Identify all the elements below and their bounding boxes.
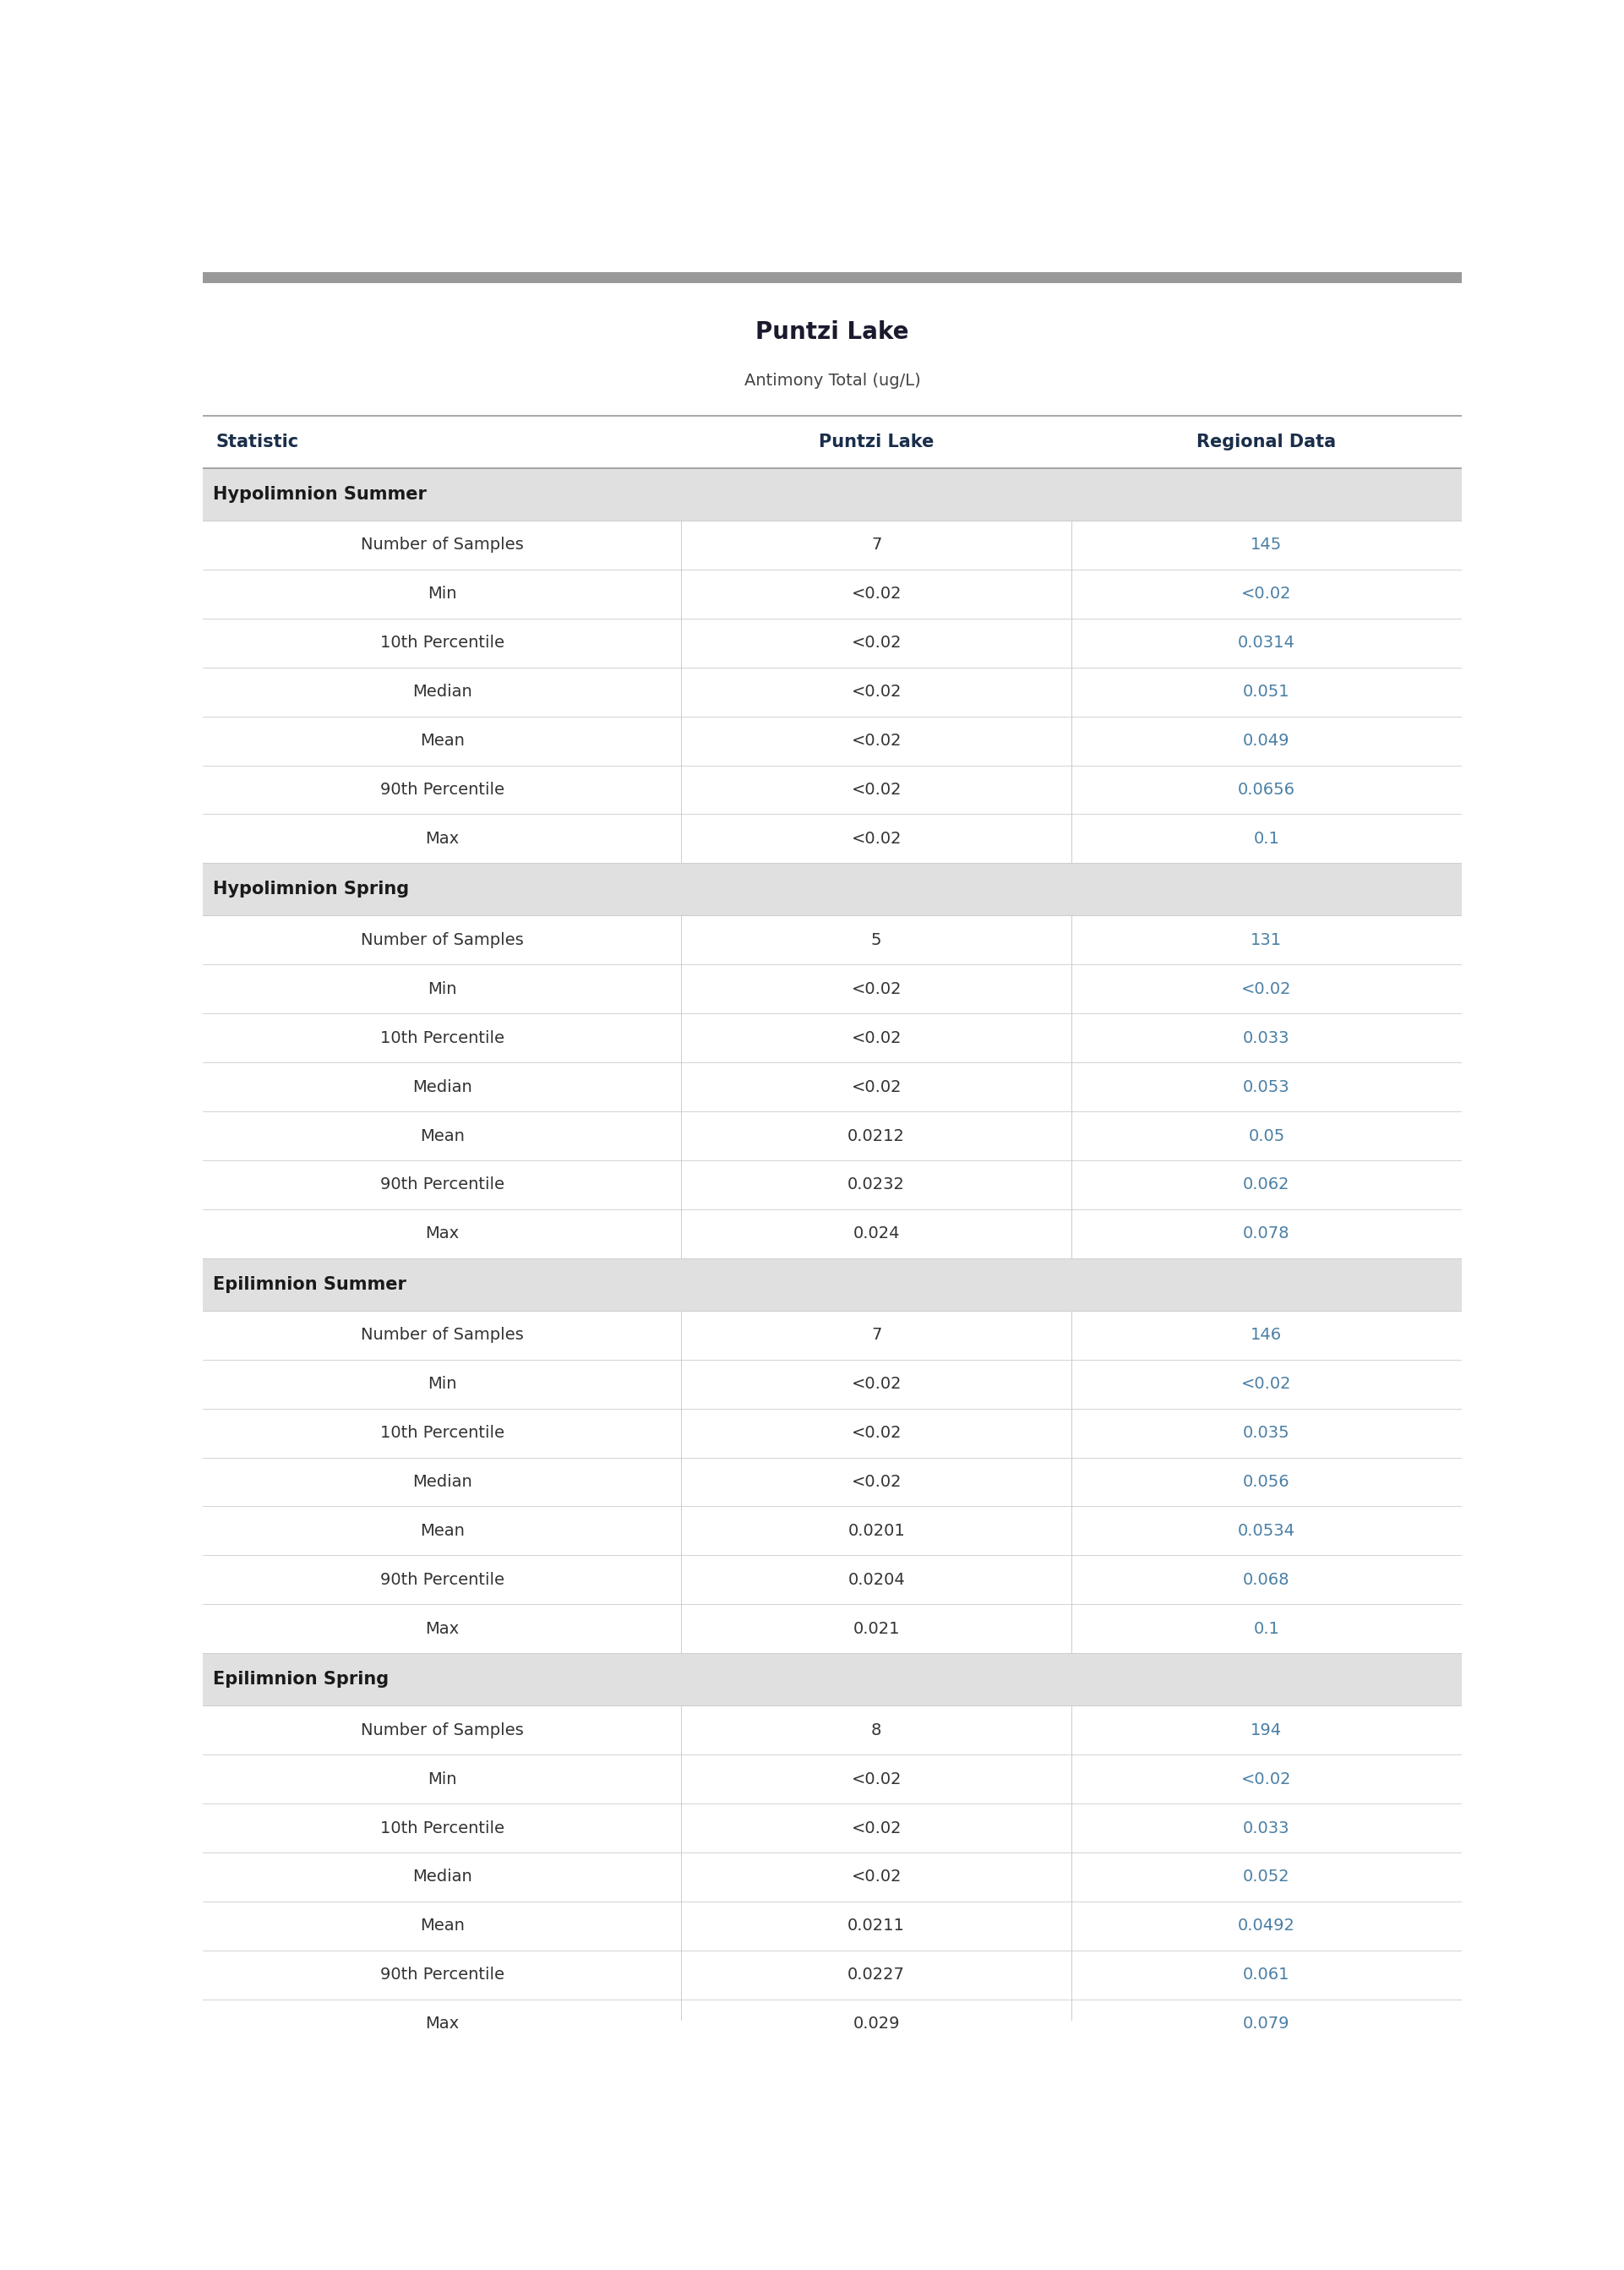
- Text: <0.02: <0.02: [851, 586, 901, 602]
- Bar: [203, 1653, 1462, 1705]
- Text: 0.0201: 0.0201: [848, 1523, 905, 1539]
- Text: Mean: Mean: [419, 1523, 464, 1539]
- Text: 0.05: 0.05: [1249, 1128, 1285, 1144]
- Text: 0.078: 0.078: [1242, 1226, 1289, 1242]
- Text: Min: Min: [427, 1771, 456, 1786]
- Text: 0.0534: 0.0534: [1237, 1523, 1296, 1539]
- Text: <0.02: <0.02: [1241, 981, 1291, 997]
- Text: Max: Max: [425, 1226, 460, 1242]
- Text: 10th Percentile: 10th Percentile: [380, 1426, 503, 1441]
- Text: 0.051: 0.051: [1242, 683, 1289, 699]
- Bar: [203, 1258, 1462, 1310]
- Text: Puntzi Lake: Puntzi Lake: [818, 434, 934, 449]
- Text: Median: Median: [412, 1868, 473, 1884]
- Text: <0.02: <0.02: [851, 1821, 901, 1836]
- Text: Number of Samples: Number of Samples: [361, 1723, 523, 1739]
- Text: 90th Percentile: 90th Percentile: [380, 781, 503, 797]
- Text: Max: Max: [425, 831, 460, 847]
- Text: 10th Percentile: 10th Percentile: [380, 1031, 503, 1046]
- Text: Regional Data: Regional Data: [1197, 434, 1337, 449]
- Text: 0.1: 0.1: [1254, 1621, 1280, 1637]
- Text: Hypolimnion Summer: Hypolimnion Summer: [213, 486, 427, 504]
- Text: Epilimnion Spring: Epilimnion Spring: [213, 1671, 388, 1689]
- Text: Min: Min: [427, 586, 456, 602]
- Text: Mean: Mean: [419, 1128, 464, 1144]
- Text: Statistic: Statistic: [216, 434, 299, 449]
- Text: 7: 7: [870, 538, 882, 554]
- Text: 0.068: 0.068: [1242, 1571, 1289, 1587]
- Text: 0.061: 0.061: [1242, 1966, 1289, 1984]
- Text: <0.02: <0.02: [851, 1376, 901, 1392]
- Text: 0.029: 0.029: [853, 2016, 900, 2032]
- Text: Epilimnion Summer: Epilimnion Summer: [213, 1276, 406, 1294]
- Text: Antimony Total (ug/L): Antimony Total (ug/L): [744, 372, 921, 388]
- Text: <0.02: <0.02: [851, 636, 901, 651]
- Text: 0.053: 0.053: [1242, 1078, 1289, 1094]
- Text: Number of Samples: Number of Samples: [361, 933, 523, 949]
- Bar: [203, 272, 1462, 284]
- Text: 5: 5: [870, 933, 882, 949]
- Text: Number of Samples: Number of Samples: [361, 1328, 523, 1344]
- Text: 0.0227: 0.0227: [848, 1966, 905, 1984]
- Text: <0.02: <0.02: [851, 733, 901, 749]
- Text: Mean: Mean: [419, 733, 464, 749]
- Text: Max: Max: [425, 1621, 460, 1637]
- Text: <0.02: <0.02: [1241, 1771, 1291, 1786]
- Text: Median: Median: [412, 683, 473, 699]
- Text: <0.02: <0.02: [1241, 586, 1291, 602]
- Text: 0.024: 0.024: [853, 1226, 900, 1242]
- Text: <0.02: <0.02: [851, 1771, 901, 1786]
- Text: <0.02: <0.02: [851, 1868, 901, 1884]
- Text: 0.033: 0.033: [1242, 1821, 1289, 1836]
- Text: <0.02: <0.02: [851, 683, 901, 699]
- Text: Puntzi Lake: Puntzi Lake: [755, 320, 909, 343]
- Text: 0.056: 0.056: [1242, 1473, 1289, 1489]
- Text: 0.0314: 0.0314: [1237, 636, 1296, 651]
- Text: 0.062: 0.062: [1242, 1176, 1289, 1192]
- Text: 90th Percentile: 90th Percentile: [380, 1176, 503, 1192]
- Bar: [203, 863, 1462, 915]
- Text: Number of Samples: Number of Samples: [361, 538, 523, 554]
- Text: Min: Min: [427, 1376, 456, 1392]
- Text: 10th Percentile: 10th Percentile: [380, 636, 503, 651]
- Text: 0.0232: 0.0232: [848, 1176, 905, 1192]
- Text: <0.02: <0.02: [851, 781, 901, 797]
- Text: Min: Min: [427, 981, 456, 997]
- Text: <0.02: <0.02: [851, 1078, 901, 1094]
- Text: <0.02: <0.02: [1241, 1376, 1291, 1392]
- Text: 0.0492: 0.0492: [1237, 1918, 1296, 1934]
- Text: 194: 194: [1250, 1723, 1283, 1739]
- Text: 145: 145: [1250, 538, 1283, 554]
- Text: Max: Max: [425, 2016, 460, 2032]
- Text: Hypolimnion Spring: Hypolimnion Spring: [213, 881, 409, 899]
- Text: 8: 8: [870, 1723, 882, 1739]
- Text: 0.079: 0.079: [1242, 2016, 1289, 2032]
- Text: 0.049: 0.049: [1242, 733, 1289, 749]
- Text: 0.0204: 0.0204: [848, 1571, 905, 1587]
- Bar: [203, 468, 1462, 520]
- Text: 0.033: 0.033: [1242, 1031, 1289, 1046]
- Text: 131: 131: [1250, 933, 1283, 949]
- Text: 146: 146: [1250, 1328, 1283, 1344]
- Text: 7: 7: [870, 1328, 882, 1344]
- Text: 0.035: 0.035: [1242, 1426, 1289, 1441]
- Text: <0.02: <0.02: [851, 1473, 901, 1489]
- Text: Mean: Mean: [419, 1918, 464, 1934]
- Text: Median: Median: [412, 1473, 473, 1489]
- Text: 90th Percentile: 90th Percentile: [380, 1966, 503, 1984]
- Text: 0.0211: 0.0211: [848, 1918, 905, 1934]
- Text: <0.02: <0.02: [851, 1426, 901, 1441]
- Text: 10th Percentile: 10th Percentile: [380, 1821, 503, 1836]
- Text: <0.02: <0.02: [851, 1031, 901, 1046]
- Text: 0.0656: 0.0656: [1237, 781, 1296, 797]
- Text: 0.1: 0.1: [1254, 831, 1280, 847]
- Text: Median: Median: [412, 1078, 473, 1094]
- Text: 0.021: 0.021: [853, 1621, 900, 1637]
- Text: 90th Percentile: 90th Percentile: [380, 1571, 503, 1587]
- Text: <0.02: <0.02: [851, 831, 901, 847]
- Text: <0.02: <0.02: [851, 981, 901, 997]
- Text: 0.052: 0.052: [1242, 1868, 1289, 1884]
- Text: 0.0212: 0.0212: [848, 1128, 905, 1144]
